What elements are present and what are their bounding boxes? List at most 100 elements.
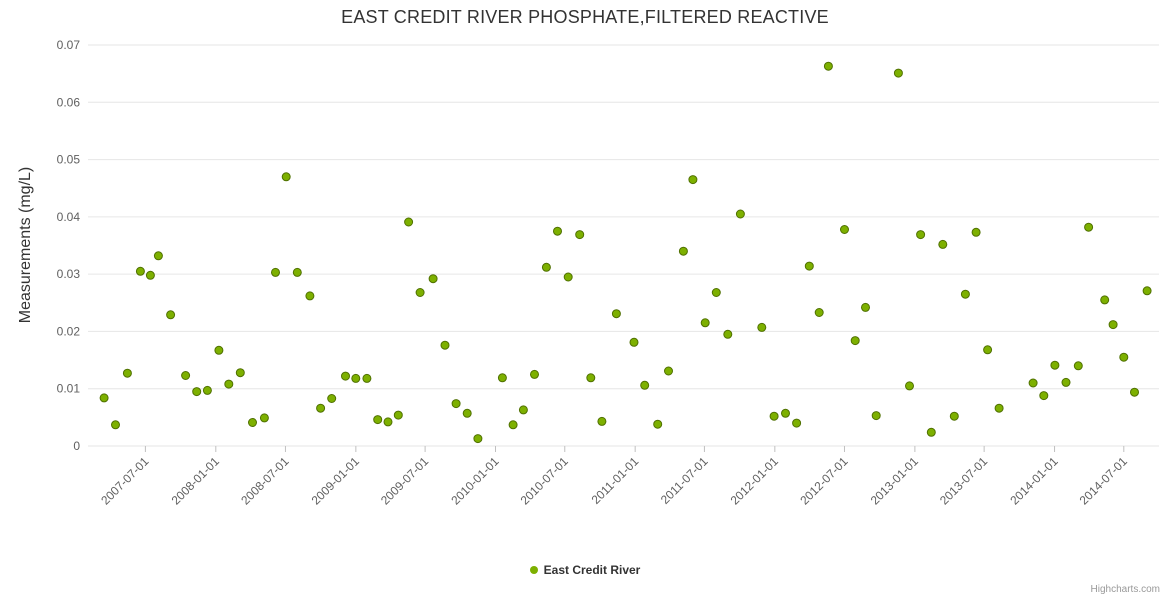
x-tick-label: 2014-07-01 <box>1077 454 1131 508</box>
data-point[interactable] <box>916 230 926 240</box>
data-point[interactable] <box>711 288 721 297</box>
data-point[interactable] <box>840 225 849 234</box>
data-point[interactable] <box>938 239 948 249</box>
x-tick-label: 2011-01-01 <box>589 454 642 507</box>
data-point[interactable] <box>135 266 145 276</box>
x-tick-label: 2007-07-01 <box>98 454 152 508</box>
data-point[interactable] <box>462 408 472 418</box>
data-point[interactable] <box>415 288 425 297</box>
data-point[interactable] <box>994 403 1004 413</box>
data-point[interactable] <box>804 261 814 271</box>
data-point[interactable] <box>259 413 269 423</box>
data-point[interactable] <box>341 371 350 381</box>
data-point[interactable] <box>202 385 212 395</box>
y-tick-label: 0.05 <box>57 153 81 167</box>
data-point[interactable] <box>1084 222 1094 232</box>
data-point[interactable] <box>861 302 870 312</box>
data-point[interactable] <box>541 262 551 272</box>
data-point[interactable] <box>640 380 650 390</box>
data-point[interactable] <box>893 68 903 78</box>
data-point[interactable] <box>850 336 860 346</box>
chart-title: EAST CREDIT RIVER PHOSPHATE,FILTERED REA… <box>341 7 829 27</box>
data-point[interactable] <box>781 408 790 418</box>
data-point[interactable] <box>1073 361 1083 371</box>
data-point[interactable] <box>1061 377 1071 387</box>
data-point[interactable] <box>192 387 202 397</box>
data-point[interactable] <box>926 427 936 437</box>
data-point[interactable] <box>1050 360 1060 370</box>
data-point[interactable] <box>792 418 802 428</box>
data-point[interactable] <box>248 418 257 427</box>
data-point[interactable] <box>305 291 315 301</box>
data-point[interactable] <box>166 310 176 320</box>
data-point[interactable] <box>373 415 383 425</box>
data-point[interactable] <box>518 405 528 415</box>
data-point[interactable] <box>111 420 120 430</box>
data-point[interactable] <box>688 175 698 185</box>
data-point[interactable] <box>553 226 562 236</box>
data-point[interactable] <box>905 381 914 391</box>
x-tick-label: 2010-07-01 <box>518 454 572 508</box>
data-point[interactable] <box>575 230 585 240</box>
data-point[interactable] <box>224 379 234 389</box>
data-point[interactable] <box>871 411 881 421</box>
data-point[interactable] <box>451 399 461 409</box>
data-point[interactable] <box>678 246 688 256</box>
data-point[interactable] <box>530 369 539 379</box>
data-point[interactable] <box>653 419 663 429</box>
data-point[interactable] <box>757 322 767 332</box>
data-point[interactable] <box>597 416 607 426</box>
data-point[interactable] <box>383 417 393 427</box>
x-tick-label: 2013-07-01 <box>937 454 991 508</box>
data-point[interactable] <box>327 394 337 403</box>
data-point[interactable] <box>1100 295 1110 305</box>
data-point[interactable] <box>214 345 224 355</box>
x-tick-label: 2013-01-01 <box>868 454 922 508</box>
data-point[interactable] <box>664 366 673 376</box>
data-point[interactable] <box>611 309 621 319</box>
data-point[interactable] <box>292 267 302 277</box>
data-point[interactable] <box>281 172 291 182</box>
legend-item-east-credit-river[interactable]: East Credit River <box>0 563 1170 577</box>
data-point[interactable] <box>235 368 245 378</box>
data-point[interactable] <box>1130 387 1139 397</box>
data-point[interactable] <box>983 345 993 355</box>
data-point[interactable] <box>362 373 372 383</box>
data-point[interactable] <box>1039 391 1049 401</box>
data-point[interactable] <box>629 337 639 347</box>
data-point[interactable] <box>428 274 438 284</box>
data-point[interactable] <box>497 373 507 383</box>
data-point[interactable] <box>949 411 959 421</box>
y-tick-label: 0.07 <box>57 38 81 52</box>
data-point[interactable] <box>971 227 981 237</box>
data-point[interactable] <box>1142 286 1152 296</box>
data-point[interactable] <box>145 270 155 280</box>
data-point[interactable] <box>153 251 163 261</box>
x-tick-label: 2012-07-01 <box>797 454 851 508</box>
data-point[interactable] <box>823 61 833 71</box>
data-point[interactable] <box>393 410 403 420</box>
data-point[interactable] <box>1028 378 1038 388</box>
y-tick-label: 0.02 <box>57 324 81 338</box>
data-point[interactable] <box>122 368 132 378</box>
data-point[interactable] <box>814 308 824 317</box>
data-point[interactable] <box>586 373 596 383</box>
data-point[interactable] <box>508 420 518 430</box>
data-point[interactable] <box>1108 320 1118 330</box>
data-point[interactable] <box>473 434 483 444</box>
data-point[interactable] <box>440 340 450 350</box>
data-point[interactable] <box>769 411 779 421</box>
data-point[interactable] <box>723 329 733 339</box>
data-point[interactable] <box>960 289 970 299</box>
data-point[interactable] <box>700 318 710 328</box>
data-point[interactable] <box>271 267 280 277</box>
highcharts-credits-link[interactable]: Highcharts.com <box>1090 584 1160 595</box>
data-point[interactable] <box>181 371 191 380</box>
data-point[interactable] <box>563 272 573 282</box>
data-point[interactable] <box>316 403 326 413</box>
data-point[interactable] <box>735 209 745 219</box>
data-point[interactable] <box>404 217 414 227</box>
data-point[interactable] <box>99 393 109 403</box>
data-point[interactable] <box>1119 352 1129 362</box>
data-point[interactable] <box>351 373 361 383</box>
